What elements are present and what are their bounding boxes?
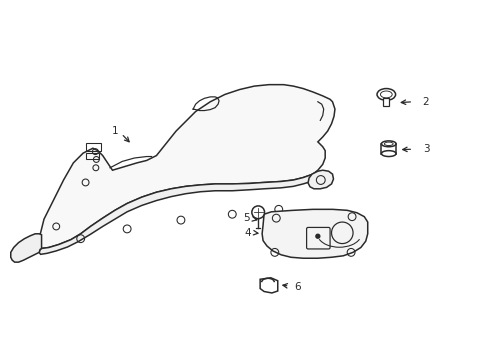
Text: 1: 1 bbox=[111, 126, 118, 136]
Ellipse shape bbox=[381, 150, 395, 157]
Polygon shape bbox=[260, 278, 277, 293]
Circle shape bbox=[315, 234, 319, 238]
Text: 4: 4 bbox=[244, 228, 251, 238]
Text: 5: 5 bbox=[243, 213, 250, 223]
Circle shape bbox=[251, 206, 264, 219]
Polygon shape bbox=[11, 234, 41, 262]
Ellipse shape bbox=[381, 141, 395, 147]
Polygon shape bbox=[39, 171, 317, 254]
Text: 3: 3 bbox=[422, 144, 429, 154]
Text: 2: 2 bbox=[421, 97, 428, 107]
Bar bbox=[383, 98, 388, 106]
Bar bbox=[85, 153, 99, 159]
Polygon shape bbox=[307, 170, 333, 189]
Text: 6: 6 bbox=[293, 282, 300, 292]
Polygon shape bbox=[39, 85, 334, 248]
Ellipse shape bbox=[376, 89, 395, 100]
Polygon shape bbox=[262, 209, 367, 258]
Bar bbox=[85, 143, 101, 150]
